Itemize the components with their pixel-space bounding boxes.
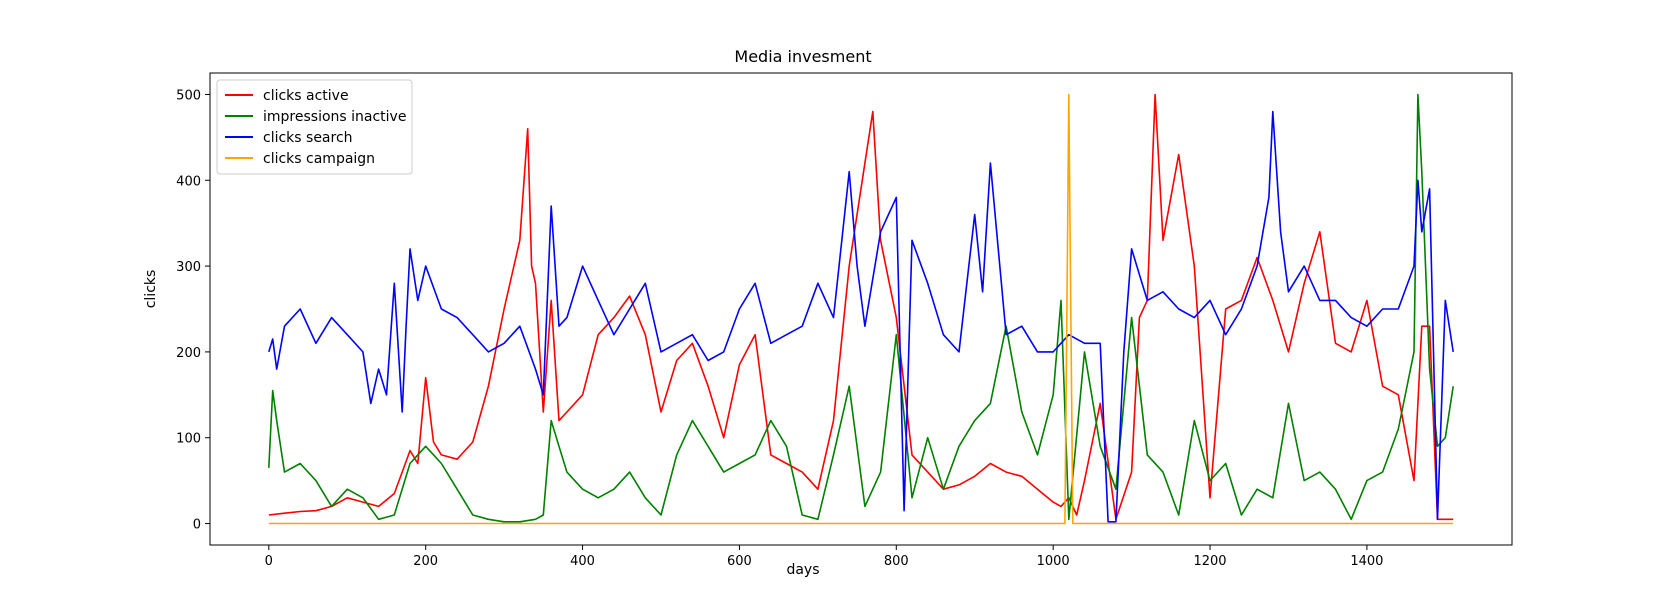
y-tick-label: 100 xyxy=(176,432,201,447)
y-tick-label: 400 xyxy=(176,174,201,189)
y-axis-label: clicks xyxy=(143,270,159,309)
y-tick-label: 300 xyxy=(176,260,201,275)
chart-title: Media invesment xyxy=(734,47,871,66)
legend-label: clicks active xyxy=(263,88,349,104)
series-line-impressions-inactive xyxy=(268,93,1454,523)
plot-frame xyxy=(209,72,1513,546)
series-lines xyxy=(268,93,1454,525)
axes: 0 200 400 600 800 1000 1200 1400 0 100 200 300 400 50… xyxy=(176,72,1513,569)
series-line-clicks-search xyxy=(268,110,1454,523)
x-tick-label: 800 xyxy=(884,554,909,569)
y-tick-label: 200 xyxy=(176,346,201,361)
legend: clicks active impressions inactive clicks … xyxy=(216,79,413,175)
plot-area xyxy=(268,93,1454,525)
series-line-clicks-campaign xyxy=(268,93,1454,525)
legend-label: clicks search xyxy=(263,130,353,146)
legend-box xyxy=(216,79,413,175)
y-tick-label: 500 xyxy=(176,88,201,103)
x-tick-label: 1400 xyxy=(1350,554,1383,569)
y-tick-label: 0 xyxy=(193,518,201,533)
x-tick-label: 600 xyxy=(727,554,752,569)
x-tick-label: 1200 xyxy=(1193,554,1226,569)
x-tick-label: 0 xyxy=(265,554,273,569)
series-line-clicks-active xyxy=(268,93,1454,521)
legend-label: impressions inactive xyxy=(263,109,406,125)
x-axis-label: days xyxy=(786,562,819,578)
x-tick-label: 400 xyxy=(570,554,595,569)
legend-label: clicks campaign xyxy=(263,151,375,167)
x-tick-label: 1000 xyxy=(1037,554,1070,569)
x-tick-label: 200 xyxy=(413,554,438,569)
